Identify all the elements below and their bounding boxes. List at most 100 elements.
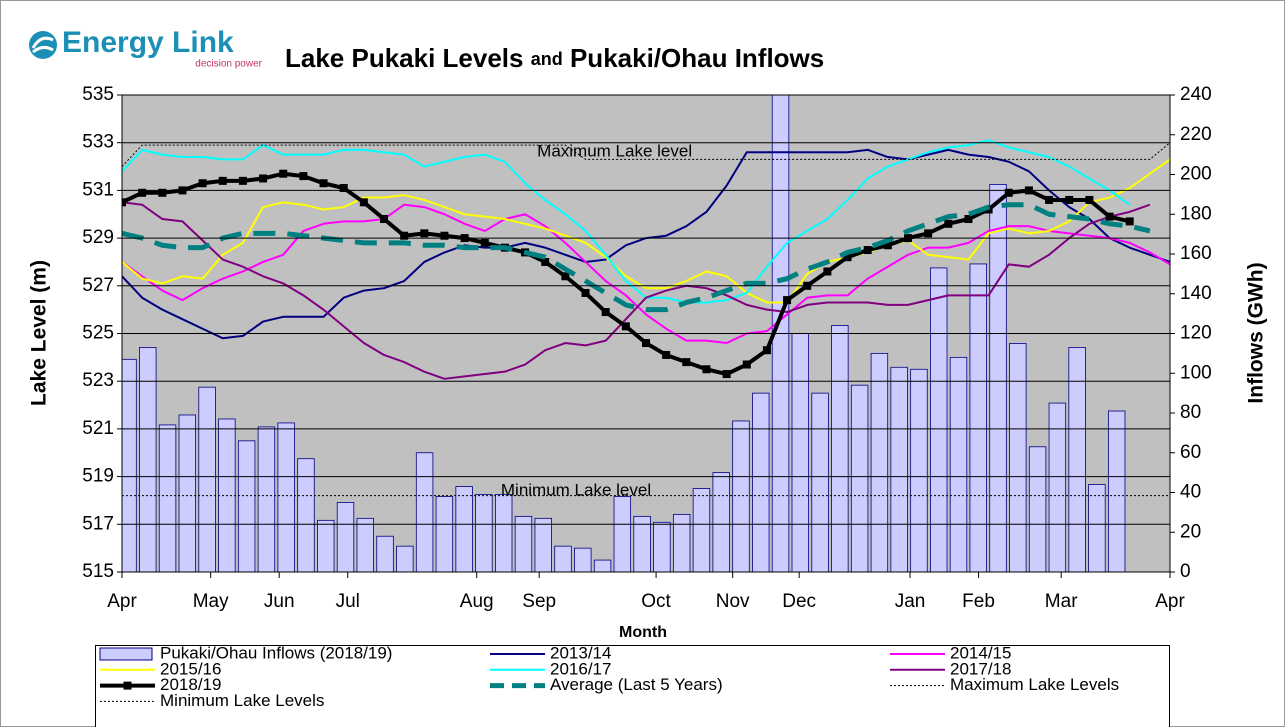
bar	[850, 384, 869, 572]
marker	[662, 350, 671, 359]
plot-border	[121, 94, 1171, 573]
marker	[359, 198, 368, 207]
logo-swirl	[31, 36, 54, 54]
y-tick-label: 519	[82, 466, 114, 487]
marker	[883, 241, 892, 250]
bar	[672, 513, 691, 572]
y2-tick-label: 180	[1180, 203, 1212, 224]
marker	[863, 246, 872, 255]
bar	[712, 472, 730, 572]
x-tick-label: Jun	[264, 591, 295, 612]
y2-tick-label: 40	[1180, 482, 1201, 503]
bar	[277, 422, 295, 572]
x-tick-label: Sep	[522, 591, 556, 612]
bar	[752, 392, 770, 572]
legend-item: 2017/18	[890, 659, 1011, 678]
marker	[722, 370, 731, 379]
line	[122, 203, 1170, 345]
line	[122, 202, 1151, 313]
bar	[198, 386, 216, 572]
bar	[435, 496, 454, 572]
bar	[692, 488, 711, 572]
bar	[653, 521, 671, 572]
marker	[964, 215, 973, 224]
marker	[480, 238, 489, 247]
legend-item: 2015/16	[100, 659, 221, 678]
legend-label: 2017/18	[950, 659, 1011, 678]
bar	[574, 547, 592, 572]
y-axis-title: Lake Level (m)	[28, 260, 51, 406]
y2-tick-label: 60	[1180, 442, 1201, 463]
legend-label: 2016/17	[550, 659, 611, 678]
bar	[257, 426, 276, 572]
marker	[319, 179, 328, 188]
legend-label: 2014/15	[950, 643, 1011, 662]
y-tick-label: 525	[82, 323, 114, 344]
marker	[158, 188, 167, 197]
y-tick-label: 535	[82, 84, 114, 105]
marker	[823, 267, 832, 276]
bar	[376, 535, 394, 572]
legend-item: 2018/19	[100, 675, 221, 694]
line	[122, 139, 1131, 304]
bar	[158, 424, 177, 572]
y2-tick-label: 100	[1180, 362, 1212, 383]
y2-tick-label: 240	[1180, 84, 1212, 105]
marker	[561, 272, 570, 281]
x-tick-label: May	[193, 591, 229, 612]
legend-label: Pukaki/Ohau Inflows (2018/19)	[160, 643, 392, 662]
legend-item: Maximum Lake Levels	[890, 675, 1119, 694]
bar	[396, 545, 414, 572]
annotation: Minimum Lake level	[501, 480, 651, 499]
legend-box	[95, 645, 1170, 727]
marker	[924, 229, 933, 238]
legend-label: Maximum Lake Levels	[950, 675, 1119, 694]
logo-text: Energy Link	[62, 26, 234, 59]
x-tick-label: Mar	[1045, 591, 1078, 612]
title-part: Lake Pukaki Levels	[285, 43, 523, 73]
bar	[494, 494, 513, 572]
bar	[949, 356, 968, 572]
bar	[811, 392, 829, 572]
x-tick-label: Oct	[641, 591, 671, 612]
bar	[237, 440, 256, 572]
chart-title: Lake Pukaki Levels and Pukaki/Ohau Inflo…	[285, 43, 824, 73]
y2-tick-label: 120	[1180, 323, 1212, 344]
bar	[593, 559, 612, 572]
bar	[554, 545, 572, 572]
marker	[218, 176, 227, 185]
marker	[682, 358, 691, 367]
y2-axis-title: Inflows (GWh)	[1245, 262, 1268, 403]
marker	[440, 231, 449, 240]
x-tick-label: Jul	[336, 591, 360, 612]
x-tick-label: Apr	[107, 591, 137, 612]
legend-label: 2015/16	[160, 659, 221, 678]
y2-tick-label: 160	[1180, 243, 1212, 264]
marker	[843, 253, 852, 262]
line	[122, 158, 1170, 304]
y2-tick-label: 220	[1180, 124, 1212, 145]
marker	[642, 339, 650, 348]
legend-item: Minimum Lake Levels	[100, 691, 324, 710]
x-tick-label: Feb	[962, 591, 995, 612]
bar	[930, 267, 948, 572]
x-tick-label: Nov	[716, 591, 750, 612]
bar	[534, 517, 552, 572]
bar	[1068, 347, 1086, 572]
logo: Energy Link decision power	[29, 26, 263, 70]
legend-item: Pukaki/Ohau Inflows (2018/19)	[99, 643, 392, 662]
marker	[400, 231, 409, 240]
x-tick-label: Apr	[1155, 591, 1185, 612]
legend-label: Average (Last 5 Years)	[550, 675, 723, 694]
bar	[1048, 402, 1067, 572]
marker	[1045, 195, 1054, 204]
bar	[969, 263, 987, 572]
legend-item: 2013/14	[490, 643, 611, 662]
bar	[791, 333, 810, 572]
legend-item: 2014/15	[890, 643, 1011, 662]
marker	[299, 172, 308, 181]
marker	[1085, 195, 1094, 204]
marker	[742, 360, 751, 369]
y-tick-label: 521	[82, 418, 114, 439]
